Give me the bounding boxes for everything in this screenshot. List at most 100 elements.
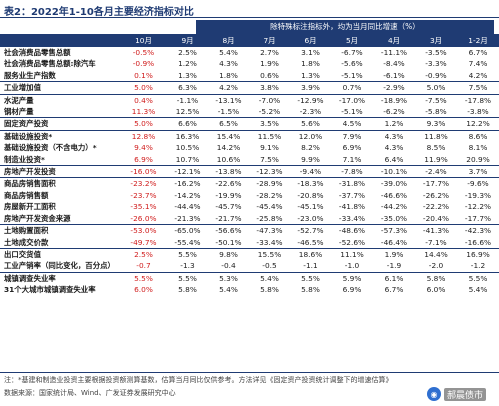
- cell-value: -11.1%: [380, 48, 408, 57]
- cell-value: 2.5%: [178, 48, 197, 57]
- cell-value: 10.6%: [216, 154, 241, 164]
- cell-value: 1.3%: [178, 70, 197, 80]
- cell-value: 8.1%: [468, 143, 488, 153]
- cell-value: -5.6%: [341, 59, 363, 69]
- cell-value: -21.7%: [215, 213, 242, 223]
- cell-october: -26.0%: [130, 213, 157, 223]
- cell-value: -46.5%: [297, 237, 324, 247]
- cell-value: -12.1%: [167, 165, 208, 178]
- cell-value: 8.2%: [301, 143, 320, 153]
- table-row: 固定资产投资 5.0% 6.6% 6.5% 3.5% 5.6% 4.5% 1.2% 9.3% 12…: [0, 117, 499, 131]
- cell-value: 7.5%: [457, 81, 499, 95]
- cell-october: 9.4%: [134, 143, 153, 153]
- row-label: 社会消费品零售总额: [4, 48, 71, 57]
- cell-value: -1.1: [303, 261, 318, 271]
- cell-value: -44.2%: [380, 202, 408, 212]
- cell-value: 12.5%: [175, 107, 200, 117]
- table-row: 基础设施投资（不含电力）* 9.4% 10.5% 14.2% 9.1% 8.2% 6.9% 4…: [0, 142, 499, 153]
- column-header-month: 3月: [415, 34, 457, 47]
- cell-value: 1.2%: [373, 117, 415, 131]
- cell-value: -42.3%: [457, 224, 499, 237]
- cell-value: 10.5%: [175, 143, 200, 153]
- cell-value: -26.2%: [422, 190, 450, 200]
- cell-value: 15.5%: [249, 247, 290, 261]
- cell-value: -14.2%: [174, 190, 201, 200]
- cell-value: 3.7%: [457, 165, 499, 178]
- row-label: 基础设施投资（不含电力）*: [4, 143, 97, 153]
- cell-value: 0.7%: [331, 81, 373, 95]
- footer-divider: [0, 372, 499, 373]
- table-row: 工业增加值 5.0% 6.3% 4.2% 3.8% 3.9% 0.7% -2.9% 5.0% 7.…: [0, 81, 499, 95]
- column-header-month: 10月: [120, 34, 167, 47]
- cell-value: -5.1%: [341, 70, 363, 80]
- cell-value: -20.8%: [297, 190, 324, 200]
- cell-value: -52.7%: [290, 224, 331, 237]
- cell-value: -12.9%: [290, 93, 331, 107]
- column-header-month: 8月: [208, 34, 249, 47]
- table-row: 土地购置面积 -53.0% -65.0% -56.6% -47.3% -52.7% -48.…: [0, 224, 499, 237]
- cell-value: -20.4%: [422, 213, 450, 223]
- cell-october: -53.0%: [120, 224, 167, 237]
- cell-value: 11.5%: [249, 129, 290, 143]
- cell-october: -23.7%: [130, 190, 157, 200]
- cell-value: 4.3%: [219, 59, 238, 69]
- cell-october: -0.7: [136, 261, 151, 271]
- cell-value: 5.5%: [290, 271, 331, 285]
- cell-value: -0.5: [262, 261, 277, 271]
- cell-value: 5.4%: [219, 285, 238, 295]
- watermark: ◉ 郝晨债市: [427, 386, 493, 402]
- cell-value: 3.5%: [249, 117, 290, 131]
- row-label: 房地产开发投资: [0, 165, 120, 178]
- cell-value: 6.4%: [384, 154, 404, 164]
- cell-value: -41.8%: [338, 202, 366, 212]
- cell-value: -7.8%: [331, 165, 373, 178]
- cell-value: -7.0%: [249, 93, 290, 107]
- cell-value: -22.6%: [208, 177, 249, 190]
- cell-value: 6.3%: [167, 81, 208, 95]
- cell-value: -6.1%: [383, 70, 405, 80]
- cell-value: 11.8%: [415, 129, 457, 143]
- cell-value: -45.7%: [215, 202, 242, 212]
- cell-value: 3.8%: [249, 81, 290, 95]
- cell-value: 6.5%: [208, 117, 249, 131]
- cell-october: 5.5%: [120, 271, 167, 285]
- cell-value: 3.9%: [290, 81, 331, 95]
- cell-value: -17.8%: [457, 93, 499, 107]
- cell-value: -9.4%: [290, 165, 331, 178]
- cell-october: 12.8%: [120, 129, 167, 143]
- table-row: 出口交货值 2.5% 5.5% 9.8% 15.5% 18.6% 11.1% 1.9% 14.4…: [0, 247, 499, 261]
- cell-value: 1.9%: [373, 247, 415, 261]
- cell-value: 14.2%: [216, 143, 241, 153]
- cell-value: 15.4%: [208, 129, 249, 143]
- cell-october: -49.7%: [130, 237, 157, 247]
- cell-value: -1.2: [470, 261, 486, 271]
- cell-value: -22.2%: [422, 202, 450, 212]
- table-row: 社会消费品零售总额:除汽车 -0.9% 1.2% 4.3% 1.9% 1.8% -5.6% -…: [0, 58, 499, 69]
- cell-value: -33.4%: [256, 237, 283, 247]
- column-header-month: 6月: [290, 34, 331, 47]
- column-header-month: 5月: [331, 34, 373, 47]
- cell-value: -46.4%: [380, 237, 408, 247]
- cell-value: -57.3%: [373, 224, 415, 237]
- cell-october: -0.9%: [132, 59, 155, 69]
- cell-value: 9.8%: [208, 247, 249, 261]
- data-source: 数据来源：国家统计局、Wind、广发证券发展研究中心: [4, 389, 176, 397]
- cell-value: 5.5%: [457, 271, 499, 285]
- cell-value: -52.6%: [338, 237, 366, 247]
- cell-value: 6.9%: [342, 143, 362, 153]
- cell-value: -16.2%: [167, 177, 208, 190]
- cell-value: -0.9%: [425, 70, 447, 80]
- row-label: 制造业投资*: [4, 154, 45, 164]
- cell-value: -2.4%: [415, 165, 457, 178]
- cell-value: 6.1%: [373, 271, 415, 285]
- wechat-icon: ◉: [427, 387, 441, 401]
- row-label: 土地购置面积: [0, 224, 120, 237]
- cell-october: 11.3%: [131, 107, 156, 117]
- row-label: 房屋新开工面积: [4, 202, 56, 212]
- cell-value: -48.6%: [331, 224, 373, 237]
- cell-value: -46.6%: [380, 190, 408, 200]
- cell-value: -12.2%: [464, 202, 492, 212]
- cell-value: -33.4%: [338, 213, 366, 223]
- cell-value: 7.5%: [260, 154, 279, 164]
- table-row: 城镇调查失业率 5.5% 5.5% 5.3% 5.4% 5.5% 5.9% 6.1% 5.8% 5…: [0, 271, 499, 285]
